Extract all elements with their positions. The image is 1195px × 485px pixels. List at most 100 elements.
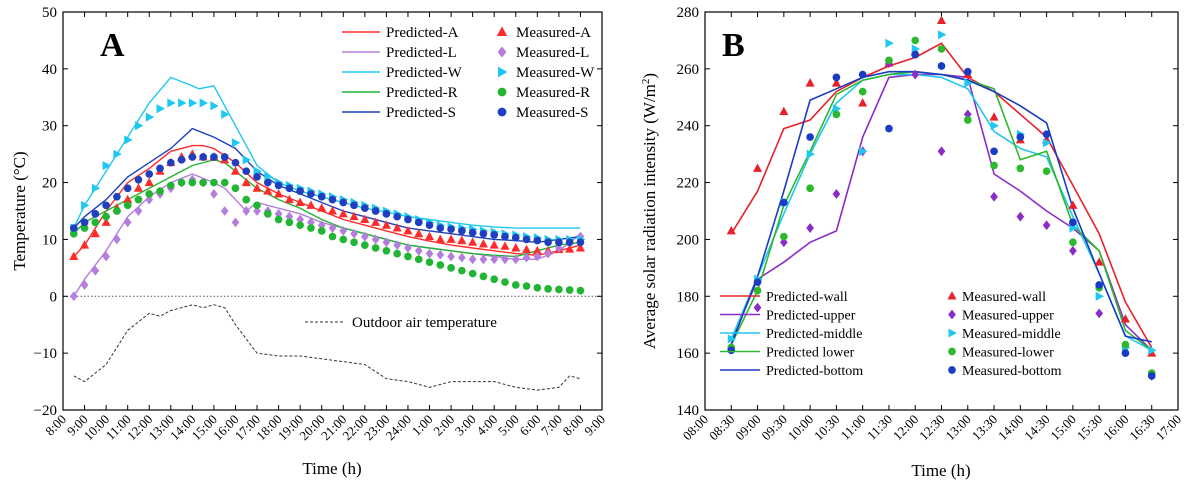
data-point (382, 246, 391, 255)
y-tick-label: −20 (34, 403, 57, 419)
data-point (500, 241, 510, 250)
panel-a: −20−10010203040508:009:0010:0011:0012:00… (10, 5, 608, 478)
data-point (403, 226, 413, 235)
x-tick-label: 4:00 (473, 412, 500, 439)
data-point (1148, 345, 1157, 355)
x-tick-label: 13:00 (942, 412, 974, 444)
y-tick-label: 240 (677, 119, 700, 135)
data-point (832, 73, 841, 82)
series-line (730, 73, 1153, 352)
data-point (167, 98, 176, 108)
data-point (414, 245, 423, 256)
data-point (231, 158, 240, 167)
y-tick-label: 140 (677, 403, 700, 419)
plot-frame (62, 11, 603, 411)
data-point (156, 104, 165, 114)
data-point (1095, 308, 1104, 319)
data-point (102, 251, 110, 262)
data-point (145, 170, 154, 178)
data-point (478, 239, 488, 248)
data-point (533, 251, 542, 262)
data-point (382, 237, 391, 248)
data-point (210, 153, 218, 161)
x-axis-title: Time (h) (911, 461, 970, 480)
data-point (307, 224, 315, 232)
data-point (221, 109, 230, 119)
data-point (350, 238, 358, 247)
data-point (990, 147, 998, 156)
data-point (990, 121, 999, 131)
data-point (501, 232, 509, 241)
data-point (80, 240, 90, 249)
data-point (805, 78, 815, 87)
x-tick-label: 8:00 (560, 412, 587, 439)
data-point (753, 278, 762, 286)
data-point (371, 217, 381, 226)
x-tick-label: 12:30 (916, 412, 948, 444)
data-point (831, 78, 841, 87)
data-point (177, 155, 186, 164)
data-point (425, 248, 434, 259)
x-tick-label: 14:30 (1021, 412, 1053, 444)
data-point (1094, 257, 1104, 266)
data-point (328, 232, 337, 241)
data-point (91, 183, 101, 193)
x-tick-label: 10:30 (811, 412, 843, 444)
x-tick-label: 08:30 (706, 412, 738, 444)
y-axis-title-close: ) (640, 73, 659, 79)
data-point (252, 183, 262, 192)
data-point (166, 181, 175, 190)
data-point (938, 30, 947, 40)
x-tick-label: 13:30 (969, 412, 1001, 444)
data-point (576, 238, 585, 247)
data-point (521, 244, 532, 254)
data-point (210, 189, 218, 199)
data-point (80, 224, 89, 232)
legend-marker (948, 366, 956, 374)
x-tick-label: 11:00 (838, 412, 869, 443)
data-point (565, 286, 574, 294)
data-point (69, 291, 78, 302)
data-point (339, 226, 348, 236)
data-point (382, 209, 391, 218)
legend-label: Measured-A (516, 25, 591, 41)
data-point (1095, 291, 1105, 301)
data-point (1016, 164, 1025, 173)
legend-marker (497, 87, 507, 97)
data-point (393, 212, 402, 221)
data-point (102, 201, 110, 210)
data-point (274, 208, 283, 219)
x-tick-label: 09:30 (758, 412, 790, 444)
data-point (210, 178, 218, 187)
x-tick-label: 10:00 (785, 412, 817, 444)
data-point (806, 149, 816, 159)
data-point (963, 109, 972, 120)
data-point (727, 346, 736, 355)
data-point (371, 234, 380, 245)
x-axis-title: Time (h) (302, 459, 361, 478)
data-point (1016, 133, 1025, 141)
data-point (1121, 340, 1130, 349)
data-point (511, 243, 521, 252)
y-tick-label: 50 (42, 5, 57, 21)
data-point (858, 87, 867, 96)
panel-label: B (722, 27, 745, 64)
y-tick-label: 40 (42, 62, 57, 78)
data-point (964, 78, 973, 88)
data-point (435, 234, 445, 243)
data-point (91, 218, 100, 227)
x-tick-label: 6:00 (516, 412, 543, 439)
data-point (565, 244, 575, 253)
data-point (533, 283, 542, 292)
legend-label: Predicted-upper (766, 309, 856, 324)
legend-label: Measured-S (516, 105, 588, 121)
data-point (479, 272, 488, 281)
data-point (231, 184, 240, 193)
data-point (937, 45, 946, 53)
data-point (156, 187, 164, 195)
data-point (522, 252, 531, 263)
data-point (199, 153, 207, 161)
data-point (806, 184, 814, 193)
data-point (296, 187, 305, 195)
y-tick-label: 0 (50, 289, 58, 305)
